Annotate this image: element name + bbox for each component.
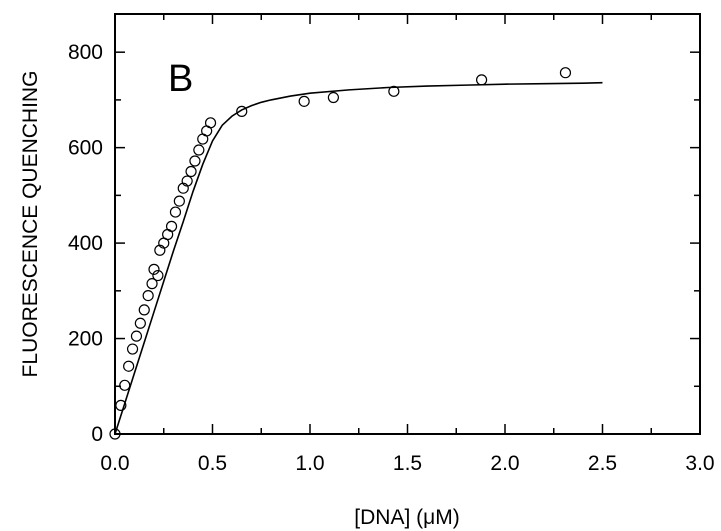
data-point [146,278,158,290]
data-point [142,289,154,302]
y-tick-label: 800 [68,41,103,64]
y-axis-ticks [115,51,700,435]
y-tick-label: 600 [68,137,103,160]
data-point [148,263,160,275]
y-tick-label: 200 [68,328,103,351]
data-point [476,74,488,86]
data-point [204,117,217,129]
data-point [193,144,205,156]
x-tick-label: 1.0 [295,452,324,475]
data-point [298,95,310,107]
data-point [236,105,248,117]
fit-curve [114,81,603,435]
x-axis-ticks [114,14,701,434]
data-point [185,165,197,178]
x-tick-label: 2.0 [490,452,519,475]
y-tick-label: 400 [68,232,103,255]
data-point [327,91,339,104]
data-point [138,304,150,316]
data-point [109,428,121,440]
data-point [181,175,193,187]
data-point [130,330,143,342]
x-axis-tick-labels: 0.0 0.5 1.0 1.5 2.0 2.5 3.0 [100,452,714,475]
y-axis-title: FLUORESCENCE QUENCHING [19,71,42,378]
data-point [388,85,400,97]
x-tick-label: 3.0 [685,452,714,475]
data-point [152,269,164,282]
y-tick-label: 0 [91,423,103,446]
data-point [123,360,135,372]
data-point [169,206,182,218]
data-point [134,317,146,329]
x-tick-label: 1.5 [393,452,422,475]
data-point [165,220,178,232]
plot-frame [114,13,701,435]
data-point [173,195,185,207]
x-axis-title: [DNA] (μM) [354,506,459,529]
x-tick-label: 0.5 [198,452,227,475]
x-tick-label: 0.0 [100,452,129,475]
panel-label: B [168,58,193,100]
data-point [119,379,131,391]
data-point [559,67,572,79]
fit-curve-group [114,81,603,435]
data-points-group [109,67,572,440]
data-point [115,399,127,411]
y-axis-tick-labels: 0 200 400 600 800 [68,41,103,446]
x-tick-label: 2.5 [588,452,617,475]
data-point [126,343,139,355]
data-point [189,155,201,167]
